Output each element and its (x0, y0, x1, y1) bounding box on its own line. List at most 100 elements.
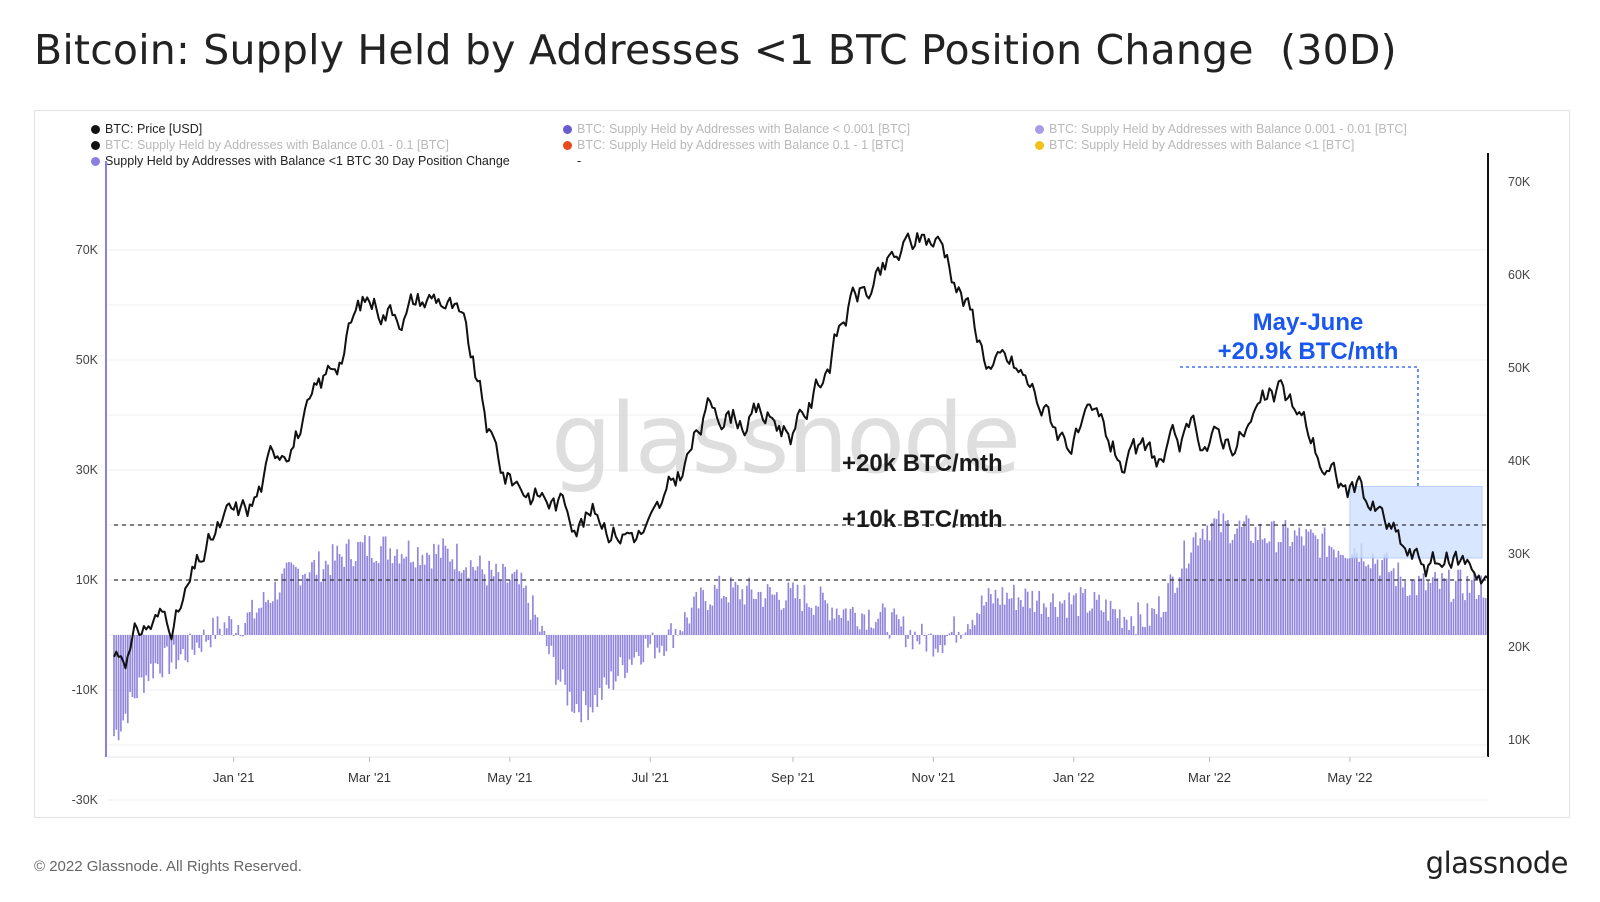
bar (1459, 569, 1462, 635)
bar (1319, 557, 1321, 635)
watermark: glassnode (551, 383, 1019, 495)
bar (1210, 522, 1213, 635)
bar (1328, 545, 1331, 635)
bar (1413, 579, 1416, 635)
axes: 70K 50K 30K 10K -10K -30K 70K 60K 50K 40K 30K 20K 10… (72, 153, 1531, 807)
bar (750, 589, 753, 635)
bar (1128, 629, 1130, 635)
bar (612, 635, 615, 690)
bar (1118, 609, 1121, 635)
bar (525, 585, 527, 635)
bar (1174, 592, 1176, 635)
bar (1286, 527, 1289, 635)
legend-extra-text: - (577, 154, 582, 168)
bar (552, 635, 555, 657)
bar (219, 628, 221, 635)
bar (778, 599, 780, 635)
bar (1243, 521, 1245, 635)
bar (874, 622, 877, 635)
bar (311, 562, 313, 635)
bar (258, 608, 260, 635)
bar (1086, 612, 1089, 635)
bar (338, 553, 341, 635)
bar (1298, 527, 1301, 635)
bar (1197, 545, 1199, 635)
bar (578, 635, 580, 713)
legend-label: BTC: Supply Held by Addresses with Balan… (1049, 138, 1355, 152)
legend-item-001-01[interactable]: BTC: Supply Held by Addresses with Balan… (91, 138, 449, 152)
bar (423, 564, 426, 635)
bar (1300, 536, 1303, 635)
bar (729, 577, 732, 635)
bar (967, 624, 969, 635)
bar (1158, 596, 1160, 635)
legend-item-lt1[interactable]: BTC: Supply Held by Addresses with Balan… (1035, 138, 1354, 152)
bar (361, 542, 364, 635)
bar (736, 584, 739, 635)
x-tick-label: Jan '21 (213, 770, 255, 785)
legend-item-position-change[interactable]: Supply Held by Addresses with Balance <1… (91, 154, 510, 168)
bar (1054, 607, 1057, 635)
bar (1344, 557, 1347, 635)
bar (1388, 572, 1390, 635)
bar (1379, 575, 1381, 635)
bar (782, 608, 785, 635)
legend-item-lt0001[interactable]: BTC: Supply Held by Addresses with Balan… (563, 122, 910, 136)
bar (727, 602, 730, 635)
bar (1162, 612, 1165, 635)
bar (1169, 574, 1172, 635)
bar (1077, 615, 1080, 635)
bar (412, 561, 415, 635)
highlight-region (1180, 366, 1483, 559)
legend-label: BTC: Supply Held by Addresses with Balan… (577, 138, 904, 152)
bar (391, 563, 394, 635)
bar (700, 587, 702, 635)
bar (1360, 543, 1363, 635)
bar (522, 587, 525, 635)
bar (1089, 610, 1091, 635)
bar (858, 629, 861, 635)
bar (964, 632, 967, 635)
bar (179, 635, 182, 655)
legend-item-price[interactable]: BTC: Price [USD] (91, 122, 202, 136)
bar (292, 564, 295, 635)
legend-item-0001-001[interactable]: BTC: Supply Held by Addresses with Balan… (1035, 122, 1407, 136)
bar (189, 633, 191, 635)
bar (651, 632, 654, 635)
bar (490, 569, 493, 635)
bar (1116, 618, 1119, 635)
bar (442, 538, 444, 635)
bar (1484, 598, 1487, 635)
bar (1277, 542, 1280, 635)
right-axis-tick-label: 20K (1508, 640, 1531, 654)
bar (1217, 510, 1220, 635)
bar (557, 635, 560, 680)
bar (1461, 593, 1464, 635)
bar (1443, 578, 1446, 635)
bar (601, 635, 603, 700)
x-tick-label: Nov '21 (912, 770, 956, 785)
bar (1082, 592, 1084, 635)
bar (679, 630, 681, 635)
right-axis-tick-label: 70K (1508, 175, 1531, 189)
bar (1013, 584, 1015, 635)
bar (619, 635, 622, 658)
bar (154, 635, 157, 664)
bar (299, 585, 302, 635)
bar (513, 572, 516, 635)
x-tick-label: May '22 (1327, 770, 1372, 785)
bar (1045, 607, 1047, 635)
bar (937, 635, 939, 653)
bar (124, 635, 127, 714)
bar (366, 555, 368, 635)
bar (1307, 531, 1310, 635)
bar (1280, 542, 1282, 635)
bar (504, 566, 507, 635)
legend-item-01-1[interactable]: BTC: Supply Held by Addresses with Balan… (563, 138, 904, 152)
bar (1098, 594, 1100, 635)
bar (877, 618, 879, 635)
bar (973, 625, 976, 635)
bar (543, 630, 546, 635)
bar (794, 598, 797, 635)
bar (1204, 539, 1206, 635)
